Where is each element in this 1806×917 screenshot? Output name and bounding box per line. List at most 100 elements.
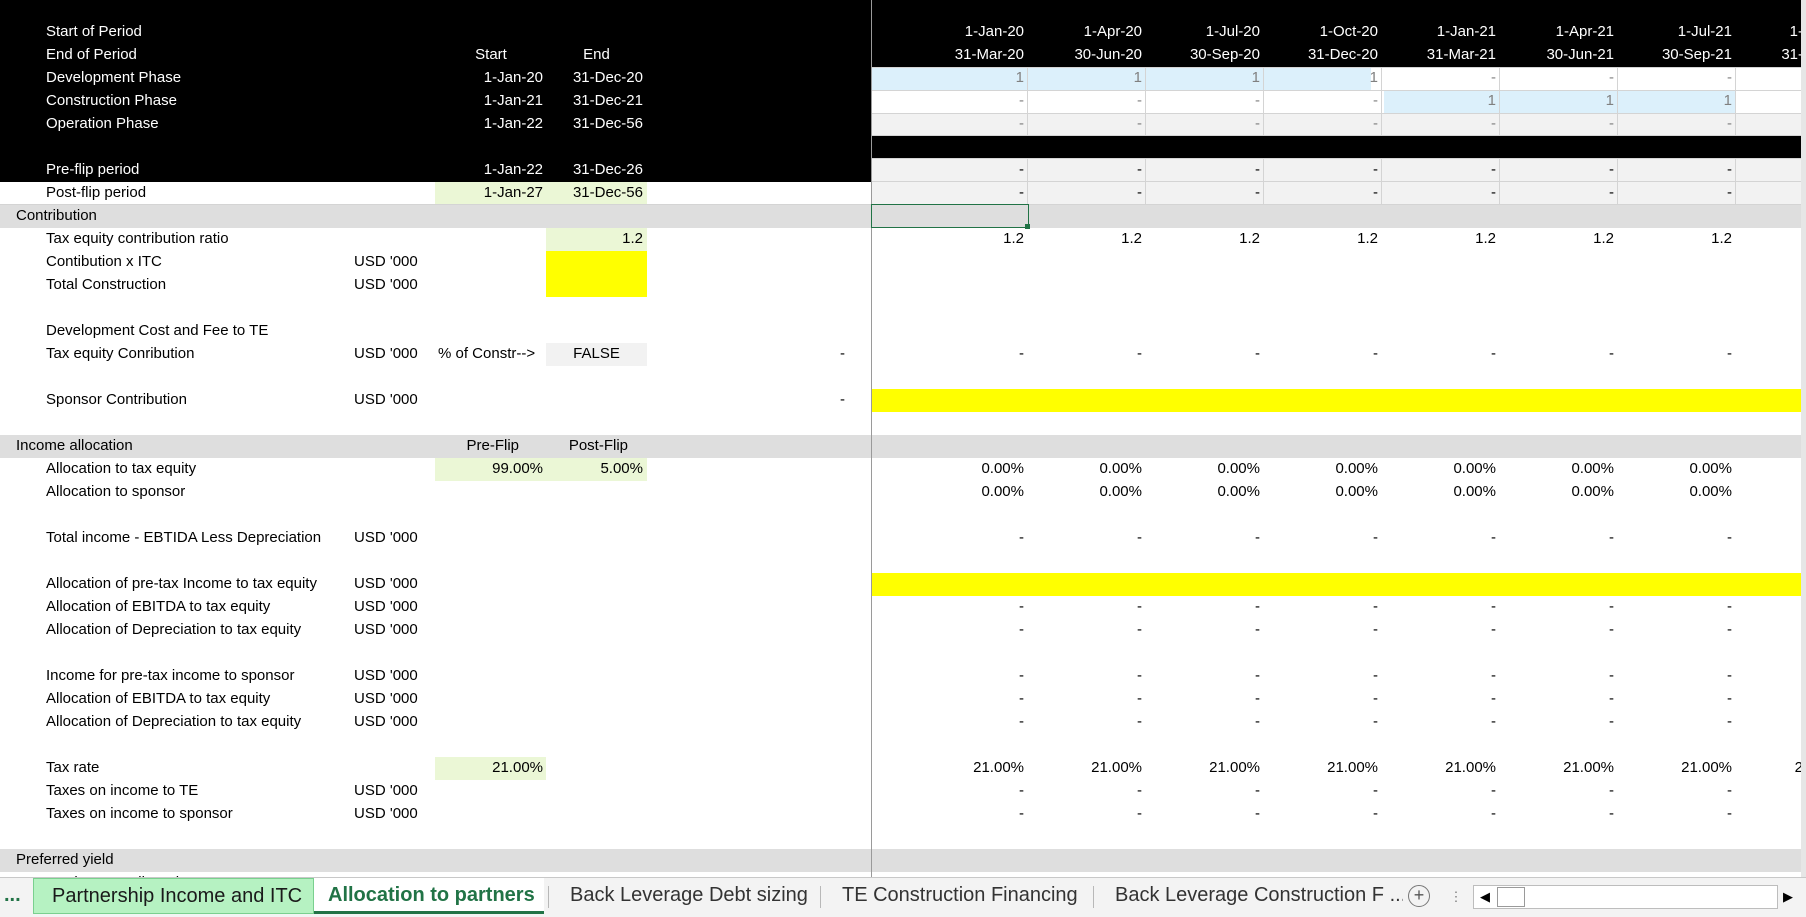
period-value[interactable]: - [1137,713,1142,730]
flip-flag[interactable]: - [1727,161,1732,178]
te-contribution-value[interactable]: - [1019,345,1024,362]
period-value[interactable]: - [1019,782,1024,799]
ratio-period-value[interactable]: 1.2 [1357,230,1378,247]
period-value[interactable]: - [1255,805,1260,822]
period-value[interactable]: - [1609,529,1614,546]
period-value[interactable]: - [1137,805,1142,822]
tab-partnership-income[interactable]: Partnership Income and ITC [33,878,314,914]
ratio-period-value[interactable]: 1.2 [1593,230,1614,247]
tax-rate-period-value[interactable]: 21.00% [1209,759,1260,776]
ratio-period-value[interactable]: 1.2 [1239,230,1260,247]
period-value[interactable]: - [1255,529,1260,546]
te-contribution-value[interactable]: - [1727,345,1732,362]
period-value[interactable]: - [1491,621,1496,638]
period-value[interactable]: - [1609,598,1614,615]
period-value[interactable]: - [1727,529,1732,546]
flip-flag[interactable]: - [1491,184,1496,201]
period-value[interactable]: - [1609,667,1614,684]
period-value[interactable]: - [1255,667,1260,684]
period-value[interactable]: - [1727,598,1732,615]
period-value[interactable]: - [1727,667,1732,684]
period-value[interactable]: - [1727,805,1732,822]
period-value[interactable]: - [1137,598,1142,615]
itc-total-input[interactable] [546,251,647,297]
period-start-date[interactable]: 1-Jul-21 [1677,23,1732,40]
alloc-te-period-value[interactable]: 0.00% [1571,460,1614,477]
alloc-sponsor-period-value[interactable]: 0.00% [981,483,1024,500]
tab-back-leverage-debt[interactable]: Back Leverage Debt sizing [570,884,808,906]
te-contribution-value[interactable]: - [1491,345,1496,362]
phase-flag[interactable]: - [1255,92,1260,109]
spreadsheet-grid[interactable]: Start of Period End of Period Start End 1-Ja… [0,0,1806,877]
phase-flag[interactable]: 1 [1133,69,1142,86]
phase-flag[interactable]: - [1491,115,1496,132]
phase-flag[interactable]: - [1373,92,1378,109]
period-value[interactable]: - [1609,782,1614,799]
period-end-date[interactable]: 30-Jun-20 [1074,46,1142,63]
period-end-date[interactable]: 31-Mar-20 [954,46,1024,63]
flip-flag[interactable]: - [1019,184,1024,201]
period-value[interactable]: - [1255,713,1260,730]
tab-scroll-ellipsis[interactable]: ... [4,884,21,906]
ratio-period-value[interactable]: 1.2 [1121,230,1142,247]
period-value[interactable]: - [1373,621,1378,638]
tax-rate-period-value[interactable]: 2 [1794,759,1803,776]
fill-handle[interactable] [1025,224,1030,229]
period-value[interactable]: - [1255,621,1260,638]
flip-flag[interactable]: - [1609,161,1614,178]
period-value[interactable]: - [1255,782,1260,799]
period-value[interactable]: - [1609,805,1614,822]
period-value[interactable]: - [1137,782,1142,799]
phase-flag[interactable]: 1 [1015,69,1024,86]
period-value[interactable]: - [1137,529,1142,546]
te-contribution-value[interactable]: - [1137,345,1142,362]
alloc-te-period-value[interactable]: 0.00% [1689,460,1732,477]
period-end-date[interactable]: 30-Jun-21 [1546,46,1614,63]
tax-rate-period-value[interactable]: 21.00% [1091,759,1142,776]
alloc-te-period-value[interactable]: 0.00% [1099,460,1142,477]
period-value[interactable]: - [1019,529,1024,546]
period-start-date[interactable]: 1- [1789,23,1803,40]
period-value[interactable]: - [1019,713,1024,730]
period-value[interactable]: - [1255,598,1260,615]
alloc-te-period-value[interactable]: 0.00% [1217,460,1260,477]
flip-flag[interactable]: - [1137,184,1142,201]
phase-flag[interactable]: - [1609,69,1614,86]
tax-rate-input[interactable]: 21.00% [492,759,543,776]
tax-rate-period-value[interactable]: 21.00% [1327,759,1378,776]
tax-rate-period-value[interactable]: 21.00% [1563,759,1614,776]
flip-flag[interactable]: - [1491,161,1496,178]
vertical-scrollbar[interactable] [1801,0,1806,877]
period-value[interactable]: - [1727,782,1732,799]
phase-flag[interactable]: - [1727,69,1732,86]
period-end-date[interactable]: 31- [1781,46,1803,63]
alloc-te-pre-input[interactable]: 99.00% [492,460,543,477]
period-value[interactable]: - [1727,621,1732,638]
ratio-input[interactable]: 1.2 [622,230,643,247]
more-options-icon[interactable]: ⋮ [1449,889,1463,904]
phase-flag[interactable]: - [1019,115,1024,132]
alloc-te-period-value[interactable]: 0.00% [981,460,1024,477]
period-value[interactable]: - [1137,690,1142,707]
flip-flag[interactable]: - [1255,184,1260,201]
period-value[interactable]: - [1019,667,1024,684]
period-value[interactable]: - [1727,690,1732,707]
flip-flag[interactable]: - [1727,184,1732,201]
alloc-sponsor-period-value[interactable]: 0.00% [1453,483,1496,500]
period-value[interactable]: - [1491,529,1496,546]
period-value[interactable]: - [1491,713,1496,730]
period-value[interactable]: - [1019,805,1024,822]
period-value[interactable]: - [1373,713,1378,730]
tab-allocation-to-partners[interactable]: Allocation to partners [314,878,544,914]
te-contribution-value[interactable]: - [1373,345,1378,362]
phase-flag[interactable]: - [1137,92,1142,109]
ratio-period-value[interactable]: 1.2 [1003,230,1024,247]
period-value[interactable]: - [1137,621,1142,638]
tab-te-construction[interactable]: TE Construction Financing [842,884,1078,906]
period-value[interactable]: - [1373,667,1378,684]
phase-flag[interactable]: - [1491,69,1496,86]
period-value[interactable]: - [1609,621,1614,638]
phase-flag[interactable]: - [1727,115,1732,132]
period-end-date[interactable]: 31-Dec-20 [1307,46,1378,63]
period-value[interactable]: - [1137,667,1142,684]
